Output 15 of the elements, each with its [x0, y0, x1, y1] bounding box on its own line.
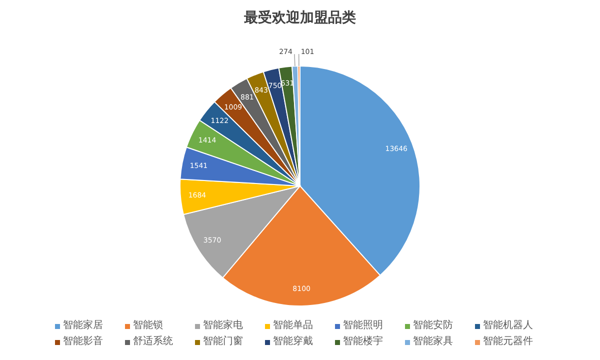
- legend-label: 舒适系统: [133, 334, 173, 349]
- legend-label: 智能门窗: [203, 334, 243, 349]
- legend-label: 智能单品: [273, 318, 313, 333]
- legend-label: 智能安防: [413, 318, 453, 333]
- legend-label: 智能楼宇: [343, 334, 383, 349]
- chart-title: 最受欢迎加盟品类: [243, 9, 356, 26]
- legend-label: 智能锁: [133, 318, 163, 333]
- legend-label: 智能元器件: [483, 334, 533, 349]
- legend-label: 智能家居: [63, 318, 103, 333]
- legend-label: 智能影音: [63, 334, 103, 349]
- legend-label: 智能机器人: [483, 318, 533, 333]
- legend-label: 智能家具: [413, 334, 453, 349]
- legend-label: 智能穿戴: [273, 334, 313, 349]
- legend-label: 智能照明: [343, 318, 383, 333]
- legend-label: 智能家电: [203, 318, 243, 333]
